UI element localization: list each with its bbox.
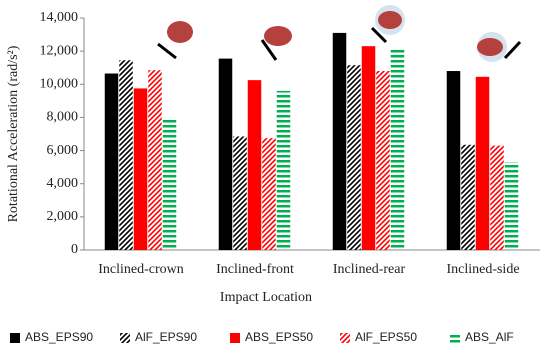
head-icons — [157, 5, 522, 62]
head-icon — [477, 38, 503, 56]
bar — [504, 162, 519, 250]
x-tick-label: Inclined-side — [446, 262, 519, 277]
y-tick-label: 0 — [71, 242, 78, 257]
impactor — [503, 40, 522, 60]
bar — [390, 48, 405, 251]
bar — [148, 70, 162, 250]
head-icon — [264, 26, 292, 46]
bar — [446, 71, 461, 251]
x-axis-label: Impact Location — [220, 290, 312, 305]
bar — [233, 136, 247, 250]
y-tick-label: 8,000 — [47, 110, 79, 125]
legend-label: ABS_EPS90 — [25, 330, 93, 344]
bar — [247, 80, 262, 251]
legend-label: AlF_EPS90 — [135, 330, 197, 344]
bar — [475, 76, 490, 250]
impactor — [260, 39, 278, 61]
bar — [133, 88, 148, 250]
legend-swatch — [450, 333, 460, 343]
impactor — [157, 42, 177, 60]
y-tick-label: 10,000 — [40, 77, 79, 92]
y-tick-label: 14,000 — [40, 10, 79, 25]
bar — [490, 145, 504, 250]
x-tick-label: Inclined-front — [216, 262, 294, 277]
legend-label: ABS_AlF — [465, 330, 514, 344]
legend-swatch — [340, 333, 350, 343]
y-axis-label: Rotational Acceleration (rad/s²) — [6, 45, 21, 222]
bar — [347, 65, 361, 250]
legend-swatch — [10, 333, 20, 343]
impactor — [370, 26, 388, 44]
legend-swatch — [230, 333, 240, 343]
bar — [332, 32, 347, 250]
y-tick-label: 2,000 — [47, 209, 79, 224]
legend-swatch — [120, 333, 130, 343]
bar — [262, 138, 276, 250]
bar — [218, 58, 233, 250]
y-tick-label: 12,000 — [40, 43, 79, 58]
bar — [376, 71, 390, 251]
bar — [104, 73, 119, 250]
legend-label: AlF_EPS50 — [355, 330, 417, 344]
bar — [276, 90, 291, 251]
bar — [162, 117, 177, 250]
x-tick-label: Inclined-rear — [333, 262, 406, 277]
y-tick-label: 4,000 — [47, 176, 79, 191]
bar — [461, 144, 475, 250]
x-tick-label: Inclined-crown — [98, 262, 184, 277]
head-icon — [167, 21, 193, 43]
head-icon — [378, 11, 402, 29]
y-tick-label: 6,000 — [47, 143, 79, 158]
bar — [119, 60, 133, 250]
bar — [361, 46, 376, 250]
legend-label: ABS_EPS50 — [245, 330, 313, 344]
